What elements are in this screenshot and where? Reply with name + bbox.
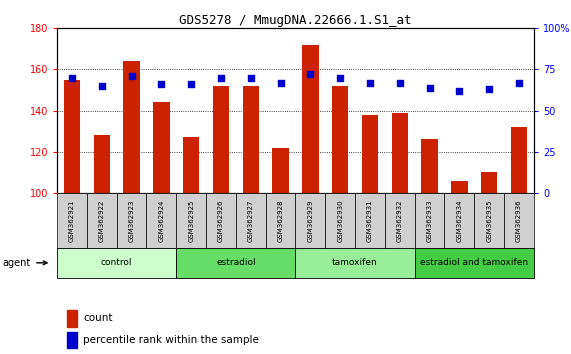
Text: GSM362927: GSM362927	[248, 199, 254, 242]
Text: estradiol: estradiol	[216, 258, 256, 267]
Text: agent: agent	[3, 258, 47, 268]
Text: GSM362934: GSM362934	[456, 199, 463, 242]
FancyBboxPatch shape	[325, 193, 355, 248]
FancyBboxPatch shape	[176, 193, 206, 248]
Point	[246, 75, 255, 81]
Bar	[272, 148, 289, 193]
Bar	[421, 139, 438, 193]
Point	[455, 88, 464, 94]
Text: GSM362935: GSM362935	[486, 199, 492, 242]
Text: GSM362926: GSM362926	[218, 199, 224, 242]
Text: GSM362923: GSM362923	[128, 199, 135, 242]
Point	[425, 85, 434, 90]
Text: GSM362936: GSM362936	[516, 199, 522, 242]
Bar	[94, 135, 110, 193]
FancyBboxPatch shape	[444, 193, 475, 248]
Bar	[64, 80, 80, 193]
Bar	[362, 115, 378, 193]
Bar	[302, 45, 319, 193]
FancyBboxPatch shape	[236, 193, 266, 248]
FancyBboxPatch shape	[296, 248, 415, 278]
Text: GSM362921: GSM362921	[69, 199, 75, 242]
Point	[67, 75, 77, 81]
Bar	[392, 113, 408, 193]
Bar	[67, 332, 77, 348]
Text: GSM362922: GSM362922	[99, 199, 105, 241]
Point	[365, 80, 375, 85]
Point	[157, 81, 166, 87]
Text: percentile rank within the sample: percentile rank within the sample	[83, 335, 259, 345]
FancyBboxPatch shape	[57, 248, 176, 278]
FancyBboxPatch shape	[147, 193, 176, 248]
FancyBboxPatch shape	[87, 193, 116, 248]
FancyBboxPatch shape	[57, 193, 87, 248]
FancyBboxPatch shape	[504, 193, 534, 248]
Point	[97, 83, 106, 89]
Bar	[332, 86, 348, 193]
Point	[336, 75, 345, 81]
FancyBboxPatch shape	[475, 193, 504, 248]
Bar	[481, 172, 497, 193]
Point	[514, 80, 524, 85]
Text: GSM362931: GSM362931	[367, 199, 373, 242]
Bar	[243, 86, 259, 193]
FancyBboxPatch shape	[206, 193, 236, 248]
Bar	[153, 102, 170, 193]
FancyBboxPatch shape	[415, 248, 534, 278]
Text: GSM362928: GSM362928	[278, 199, 284, 242]
FancyBboxPatch shape	[296, 193, 325, 248]
Text: GSM362929: GSM362929	[307, 199, 313, 242]
Text: GSM362930: GSM362930	[337, 199, 343, 242]
Bar	[511, 127, 527, 193]
FancyBboxPatch shape	[176, 248, 296, 278]
Point	[187, 81, 196, 87]
Text: GSM362924: GSM362924	[158, 199, 164, 241]
Point	[127, 73, 136, 79]
Text: control: control	[101, 258, 132, 267]
Point	[395, 80, 404, 85]
FancyBboxPatch shape	[116, 193, 147, 248]
Bar	[123, 61, 140, 193]
Text: GSM362925: GSM362925	[188, 199, 194, 241]
Point	[306, 72, 315, 77]
Bar	[451, 181, 468, 193]
Bar	[213, 86, 229, 193]
Text: count: count	[83, 313, 113, 323]
Text: GSM362932: GSM362932	[397, 199, 403, 242]
FancyBboxPatch shape	[415, 193, 444, 248]
FancyBboxPatch shape	[266, 193, 296, 248]
Point	[276, 80, 285, 85]
FancyBboxPatch shape	[385, 193, 415, 248]
FancyBboxPatch shape	[355, 193, 385, 248]
Point	[216, 75, 226, 81]
Text: estradiol and tamoxifen: estradiol and tamoxifen	[420, 258, 528, 267]
Bar	[67, 310, 77, 326]
Text: tamoxifen: tamoxifen	[332, 258, 378, 267]
Title: GDS5278 / MmugDNA.22666.1.S1_at: GDS5278 / MmugDNA.22666.1.S1_at	[179, 14, 412, 27]
Point	[485, 86, 494, 92]
Text: GSM362933: GSM362933	[427, 199, 433, 242]
Bar	[183, 137, 199, 193]
